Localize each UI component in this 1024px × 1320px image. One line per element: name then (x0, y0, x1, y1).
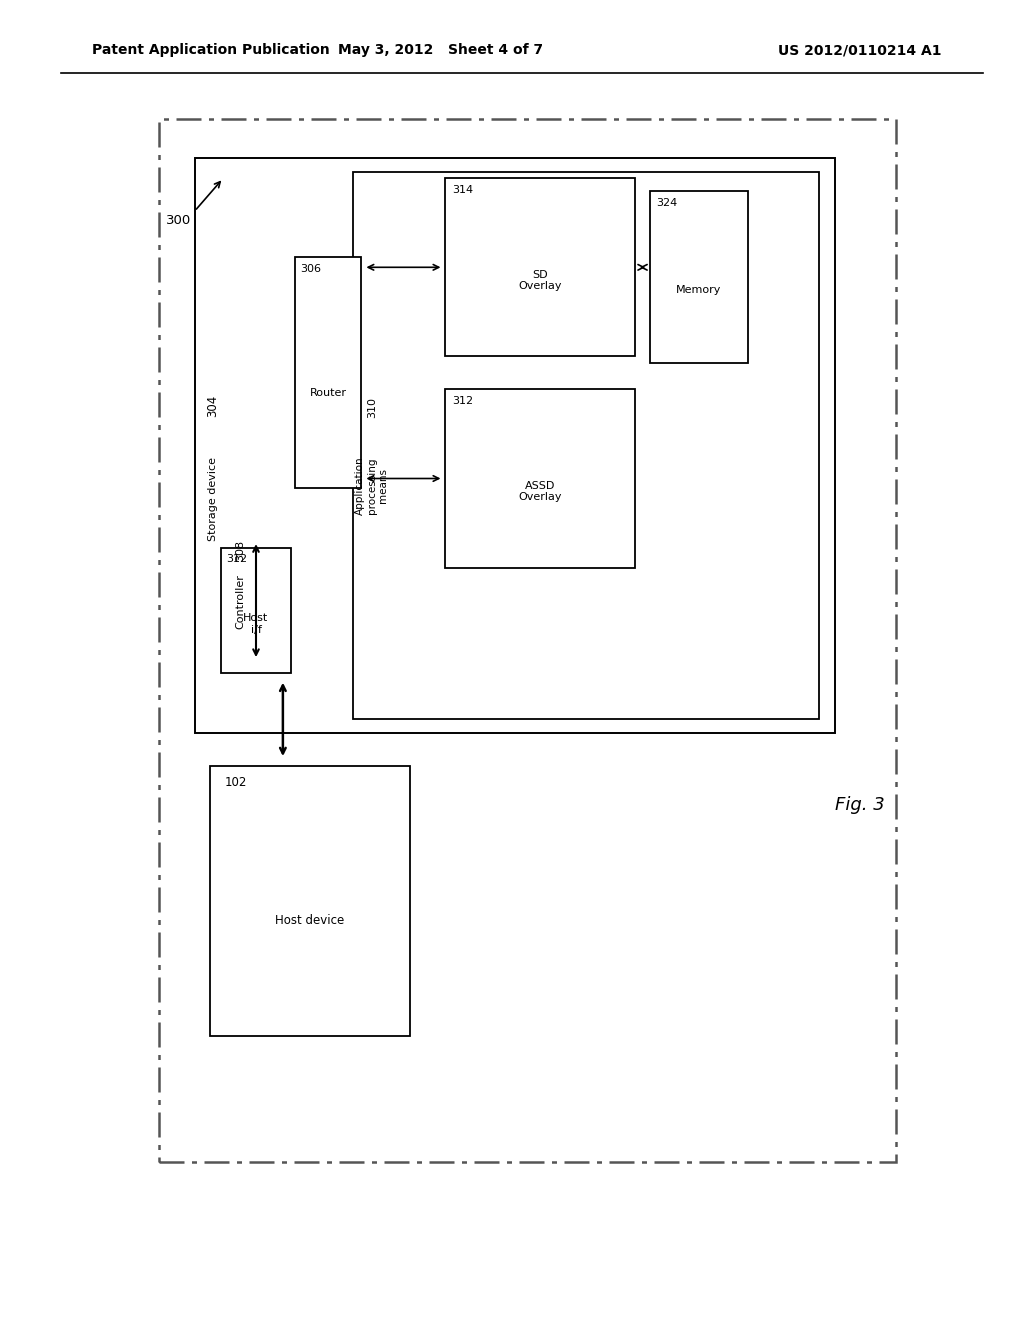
Text: 312: 312 (226, 554, 248, 565)
Text: ASSD
Overlay: ASSD Overlay (518, 480, 562, 503)
Bar (445, 178, 635, 356)
Text: US 2012/0110214 A1: US 2012/0110214 A1 (778, 44, 942, 57)
Text: 312: 312 (453, 396, 474, 407)
Text: 304: 304 (207, 395, 219, 417)
Text: 324: 324 (656, 198, 678, 209)
Text: Controller: Controller (236, 574, 246, 630)
Text: 310: 310 (367, 397, 377, 418)
Bar (195, 158, 835, 733)
Text: Fig. 3: Fig. 3 (836, 796, 885, 814)
Text: 314: 314 (453, 185, 474, 195)
Bar (221, 548, 291, 673)
Text: Host device: Host device (275, 915, 344, 927)
Bar (210, 766, 410, 1036)
Bar (650, 191, 748, 363)
Text: Router: Router (309, 388, 347, 397)
Text: SD
Overlay: SD Overlay (518, 269, 562, 292)
Text: 306: 306 (300, 264, 322, 275)
Bar (295, 257, 361, 488)
Text: Memory: Memory (676, 285, 722, 296)
Text: Host
i/f: Host i/f (244, 612, 268, 635)
Bar (159, 119, 896, 1162)
Bar (353, 172, 819, 719)
Text: Patent Application Publication: Patent Application Publication (92, 44, 330, 57)
Bar (445, 389, 635, 568)
Text: Application
processing
means: Application processing means (355, 457, 388, 515)
Text: 308: 308 (236, 540, 246, 561)
Text: 300: 300 (166, 214, 191, 227)
Text: 102: 102 (224, 776, 247, 789)
Text: May 3, 2012   Sheet 4 of 7: May 3, 2012 Sheet 4 of 7 (338, 44, 543, 57)
Text: Storage device: Storage device (208, 457, 218, 541)
